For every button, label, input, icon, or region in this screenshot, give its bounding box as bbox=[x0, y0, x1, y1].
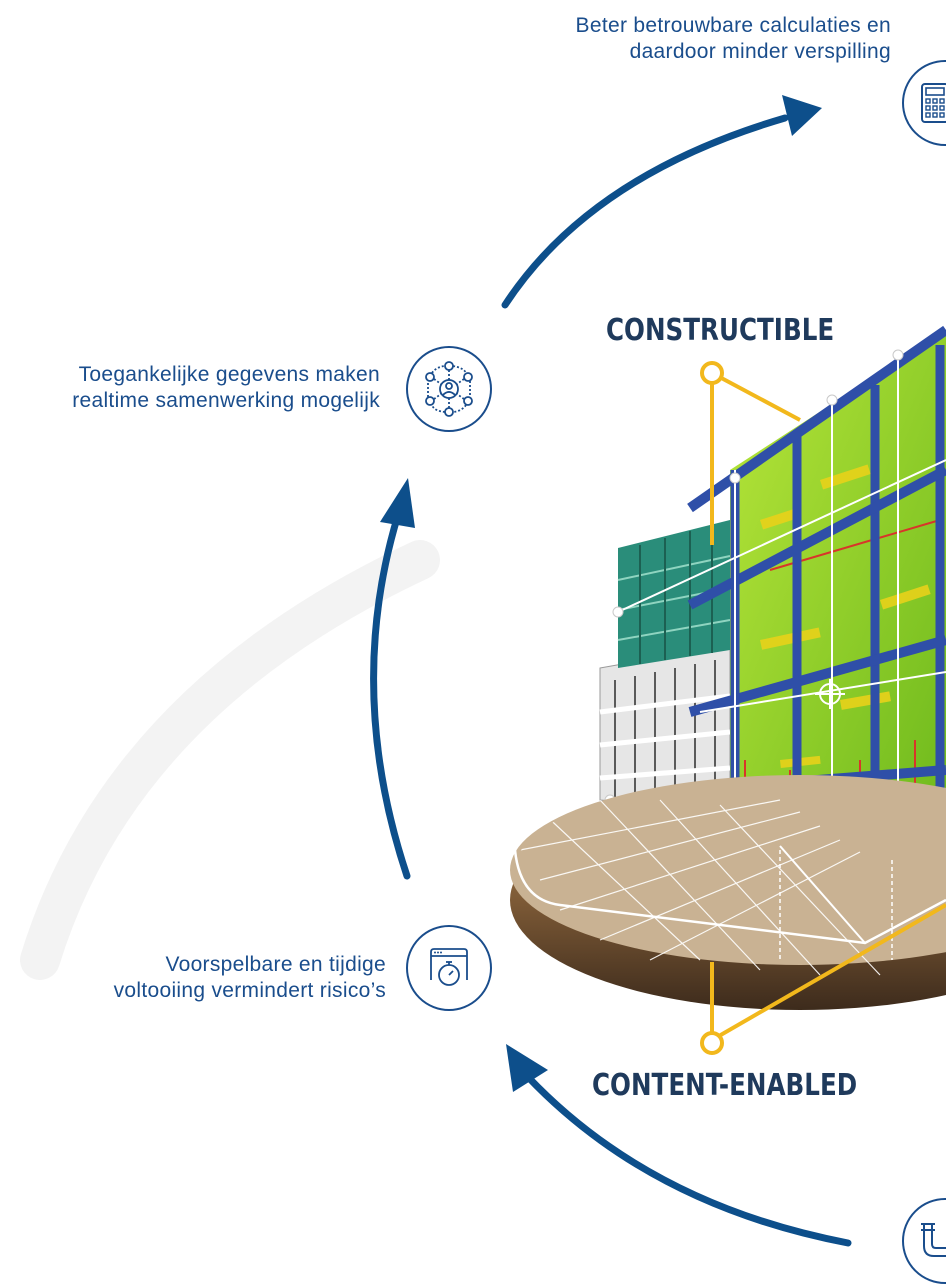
site-disc bbox=[510, 775, 946, 1010]
caption-estimates-line1: Beter betrouwbare calculaties en bbox=[575, 14, 891, 37]
yellow-connector-bottom bbox=[700, 903, 946, 1055]
stopwatch-window-icon bbox=[406, 925, 492, 1011]
caption-estimates-line2: daardoor minder verspilling bbox=[629, 40, 891, 63]
yellow-connector-top bbox=[700, 361, 801, 545]
caption-estimates: Beter betrouwbare calculaties en daardoo… bbox=[576, 13, 891, 65]
caption-completion-line2: voltooiing vermindert risico’s bbox=[113, 979, 386, 1002]
caption-completion: Voorspelbare en tijdige voltooiing vermi… bbox=[114, 952, 386, 1004]
building-model bbox=[510, 325, 946, 1010]
caption-collaboration-line2: realtime samenwerking mogelijk bbox=[72, 389, 380, 412]
network-people-icon bbox=[406, 346, 492, 432]
caption-completion-line1: Voorspelbare en tijdige bbox=[165, 953, 386, 976]
mep-mass bbox=[730, 330, 946, 860]
background-swoosh bbox=[20, 540, 440, 980]
arrow-top-head bbox=[782, 95, 822, 136]
arrow-bottom-head bbox=[506, 1044, 548, 1092]
arrow-left-head bbox=[380, 478, 415, 528]
arrow-top bbox=[501, 114, 789, 309]
target-marker bbox=[815, 679, 845, 709]
white-building-block bbox=[599, 644, 731, 811]
arrow-bottom bbox=[524, 1073, 852, 1247]
arrow-left bbox=[370, 511, 411, 880]
caption-collaboration-line1: Toegankelijke gegevens maken bbox=[78, 363, 380, 386]
teal-building-block bbox=[617, 520, 731, 668]
cycle-arrows bbox=[370, 95, 852, 1247]
caption-collaboration: Toegankelijke gegevens maken realtime sa… bbox=[72, 362, 380, 414]
label-constructible: CONSTRUCTIBLE bbox=[606, 313, 835, 348]
label-content-enabled: CONTENT-ENABLED bbox=[592, 1068, 858, 1103]
